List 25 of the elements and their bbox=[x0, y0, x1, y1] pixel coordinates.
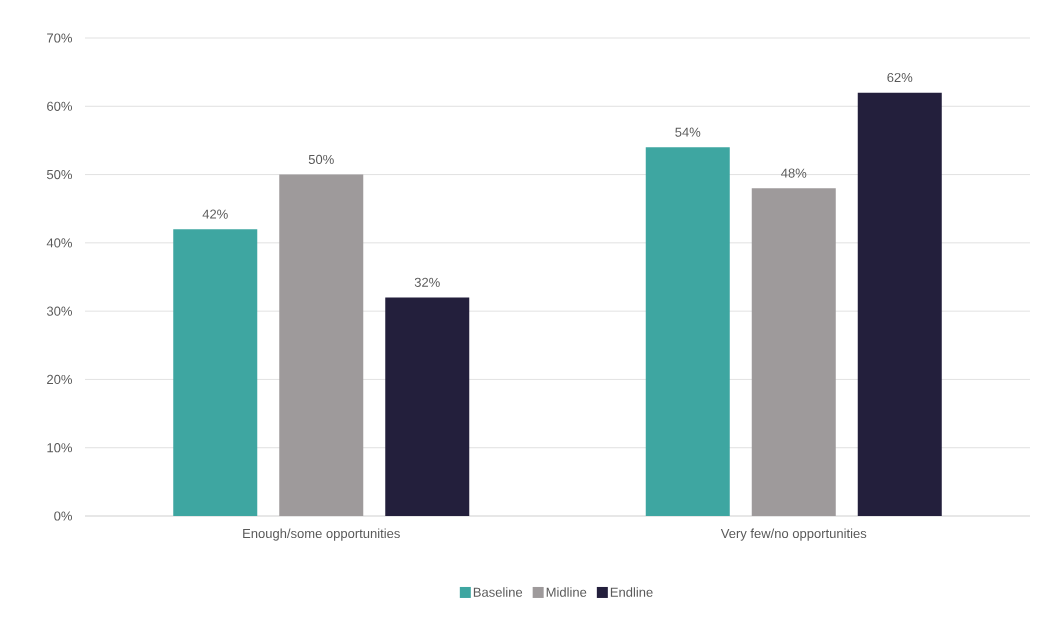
y-tick-label: 10% bbox=[47, 443, 72, 453]
x-tick-label: Enough/some opportunities bbox=[243, 528, 400, 541]
bar bbox=[385, 297, 470, 516]
data-label: 42% bbox=[202, 209, 228, 219]
data-label: 48% bbox=[781, 168, 807, 178]
bar bbox=[645, 147, 730, 516]
data-label: 32% bbox=[414, 277, 440, 287]
y-tick-label: 0% bbox=[54, 511, 72, 521]
y-tick-label: 60% bbox=[47, 101, 72, 111]
data-label: 62% bbox=[887, 72, 913, 83]
bar bbox=[173, 229, 258, 516]
legend-label: Endline bbox=[610, 587, 653, 597]
legend-label: Baseline bbox=[473, 587, 523, 597]
y-tick-label: 30% bbox=[46, 306, 72, 316]
bar bbox=[279, 174, 364, 516]
x-tick-label: Very few/no opportunities bbox=[720, 528, 867, 541]
data-label: 54% bbox=[675, 127, 701, 137]
bar bbox=[857, 92, 942, 516]
bar bbox=[751, 188, 836, 516]
y-tick-label: 50% bbox=[46, 169, 72, 180]
y-tick-label: 20% bbox=[47, 374, 72, 385]
legend-label: Midline bbox=[546, 587, 587, 597]
y-tick-label: 40% bbox=[46, 238, 72, 248]
y-tick-label: 70% bbox=[47, 33, 72, 43]
data-label: 50% bbox=[308, 154, 334, 165]
